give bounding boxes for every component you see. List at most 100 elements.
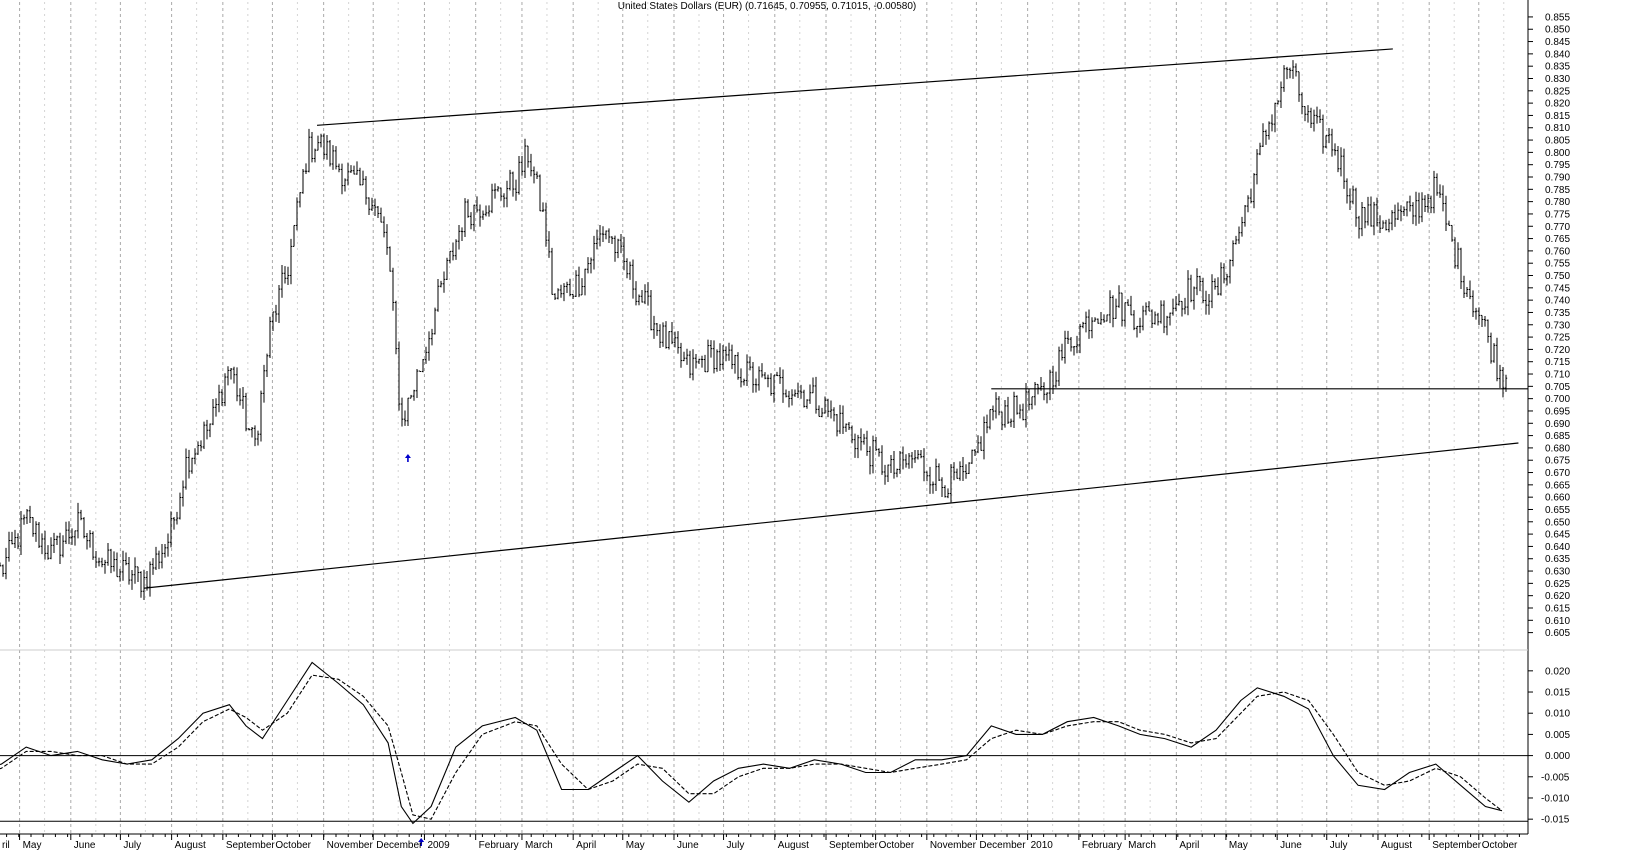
ohlc-bar xyxy=(376,206,380,219)
ohlc-bar xyxy=(424,346,428,364)
ohlc-bar xyxy=(1318,109,1322,124)
ohlc-bar xyxy=(43,530,47,560)
ohlc-bar xyxy=(766,374,770,388)
y-tick-label: 0.725 xyxy=(1545,333,1570,344)
ohlc-bar xyxy=(721,345,725,370)
y-tick-label: 0.680 xyxy=(1545,443,1570,454)
ohlc-bar xyxy=(271,311,275,331)
ohlc-bar xyxy=(418,370,422,372)
ohlc-bar xyxy=(718,343,722,371)
ohlc-bar xyxy=(496,186,500,192)
ohlc-bar xyxy=(532,166,536,184)
y-tick-label: 0.650 xyxy=(1545,517,1570,528)
ohlc-bar xyxy=(235,367,239,402)
ohlc-bar xyxy=(1417,192,1421,224)
ohlc-bar xyxy=(217,384,221,413)
ohlc-bar xyxy=(694,353,698,369)
ohlc-bar xyxy=(1045,392,1049,404)
ohlc-bar xyxy=(1189,274,1193,303)
ohlc-bar xyxy=(331,145,335,170)
x-tick-label: December xyxy=(376,840,423,851)
ohlc-bar xyxy=(1129,295,1133,316)
ohlc-bar xyxy=(1228,259,1232,284)
ohlc-bar xyxy=(610,236,614,244)
ohlc-bar xyxy=(982,416,986,460)
ohlc-bar xyxy=(790,389,794,406)
x-tick-label: April xyxy=(1179,840,1199,851)
y-tick-label: 0.660 xyxy=(1545,493,1570,504)
y-tick-label: 0.605 xyxy=(1545,628,1570,639)
y-tick-label: 0.685 xyxy=(1545,431,1570,442)
ohlc-bar xyxy=(631,259,635,299)
ohlc-bar xyxy=(421,359,425,373)
ohlc-bar xyxy=(1108,290,1112,324)
ohlc-bar xyxy=(436,279,440,312)
ohlc-bar xyxy=(454,239,458,260)
ohlc-bar xyxy=(523,138,527,179)
y-tick-label: 0.630 xyxy=(1545,567,1570,578)
ohlc-bar xyxy=(955,468,959,479)
osc-main-line xyxy=(0,661,1503,825)
ohlc-bar xyxy=(382,216,386,238)
ohlc-bar xyxy=(958,461,962,481)
ohlc-bar xyxy=(910,452,914,469)
ohlc-bar xyxy=(313,148,317,163)
osc-y-tick-label: -0.005 xyxy=(1541,772,1570,783)
ohlc-bar xyxy=(1489,332,1493,364)
ohlc-bar xyxy=(751,362,755,393)
ohlc-bar xyxy=(670,322,674,345)
ohlc-bar xyxy=(439,280,443,288)
ohlc-bar xyxy=(598,225,602,247)
ohlc-bar xyxy=(1105,314,1109,322)
ohlc-bar xyxy=(625,258,629,279)
ohlc-bar xyxy=(1339,147,1343,177)
ohlc-bar xyxy=(1456,242,1460,270)
ohlc-bar xyxy=(355,161,359,175)
ohlc-bar xyxy=(628,261,632,280)
y-tick-label: 0.715 xyxy=(1545,357,1570,368)
ohlc-bar xyxy=(637,294,641,306)
ohlc-bar xyxy=(1291,60,1295,79)
x-tick-label: 2009 xyxy=(427,840,450,851)
ohlc-bar xyxy=(154,546,158,570)
x-tick-label: September xyxy=(226,840,276,851)
ohlc-bar xyxy=(547,231,551,258)
ohlc-bar xyxy=(802,389,806,408)
ohlc-bar xyxy=(73,530,77,546)
y-tick-label: 0.760 xyxy=(1545,246,1570,257)
ohlc-bar xyxy=(1225,273,1229,286)
ohlc-bar xyxy=(211,399,215,426)
ohlc-bar xyxy=(478,204,482,227)
y-tick-label: 0.810 xyxy=(1545,123,1570,134)
ohlc-bar xyxy=(91,531,95,560)
ohlc-bar xyxy=(1342,148,1346,189)
ohlc-bar xyxy=(979,436,983,451)
ohlc-bar xyxy=(4,547,8,580)
ohlc-bar xyxy=(85,533,89,550)
ohlc-bar xyxy=(742,378,746,386)
x-tick-label: June xyxy=(74,840,96,851)
ohlc-bar xyxy=(727,342,731,361)
ohlc-bar xyxy=(460,227,464,242)
ohlc-bar xyxy=(46,545,50,560)
ohlc-bar xyxy=(196,441,200,455)
ohlc-bar xyxy=(544,202,548,247)
y-tick-label: 0.635 xyxy=(1545,554,1570,565)
ohlc-bar xyxy=(1273,102,1277,133)
ohlc-bar xyxy=(976,435,980,454)
ohlc-bar xyxy=(1084,311,1088,333)
ohlc-bar xyxy=(619,234,623,254)
ohlc-bar xyxy=(109,548,113,574)
ohlc-bar xyxy=(136,566,140,582)
ohlc-bar xyxy=(685,348,689,365)
ohlc-bar xyxy=(82,517,86,539)
osc-y-tick-label: 0.005 xyxy=(1545,730,1570,741)
ohlc-bar xyxy=(643,284,647,305)
ohlc-bar xyxy=(265,353,269,378)
oscillator-panel xyxy=(0,661,1528,846)
ohlc-bar xyxy=(904,454,908,468)
ohlc-bar xyxy=(1276,100,1280,105)
ohlc-bar xyxy=(343,178,347,192)
y-tick-label: 0.640 xyxy=(1545,542,1570,553)
ohlc-bar xyxy=(169,511,173,548)
